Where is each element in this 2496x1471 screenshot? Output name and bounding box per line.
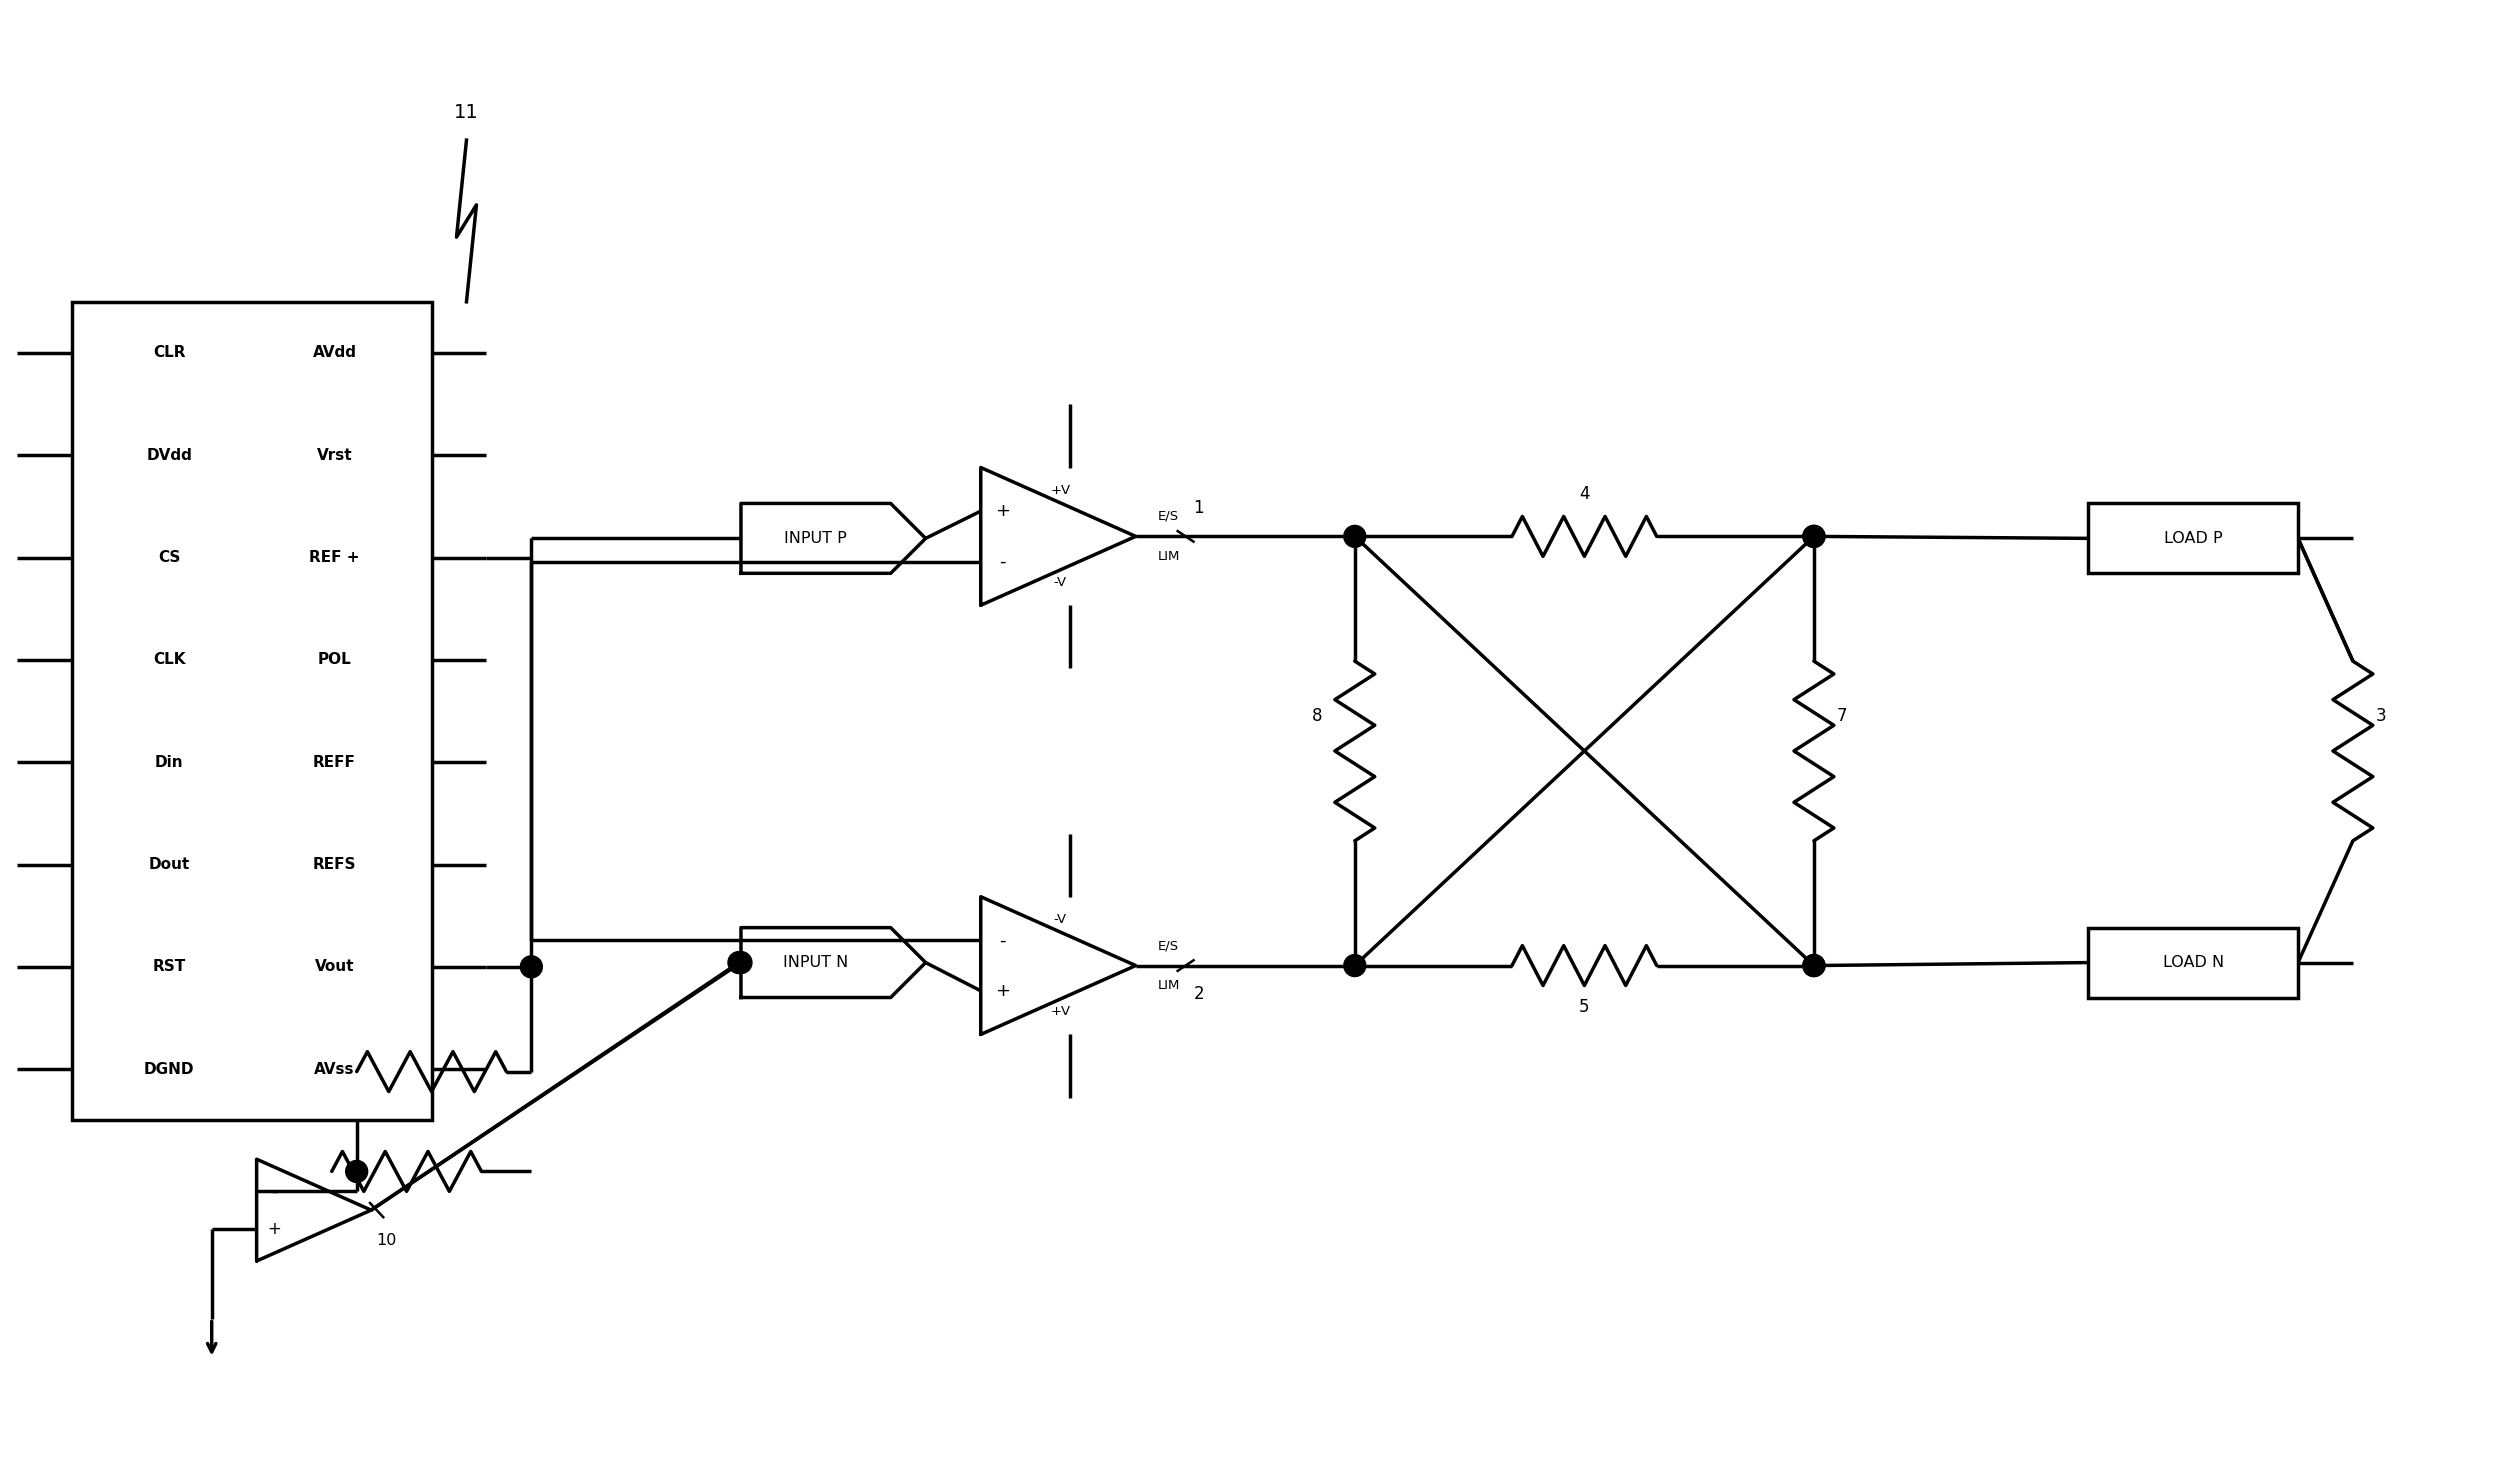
Circle shape xyxy=(1802,525,1825,547)
Circle shape xyxy=(1802,525,1825,547)
Text: DVdd: DVdd xyxy=(147,447,192,463)
Text: 8: 8 xyxy=(1310,708,1323,725)
Text: 10: 10 xyxy=(377,1233,397,1247)
Text: -: - xyxy=(272,1183,277,1200)
Text: AVdd: AVdd xyxy=(312,346,357,360)
Text: LOAD N: LOAD N xyxy=(2162,955,2224,969)
Text: E/S: E/S xyxy=(1158,938,1178,952)
Circle shape xyxy=(347,1161,367,1183)
Text: 2: 2 xyxy=(1193,984,1203,1003)
Text: LIM: LIM xyxy=(1158,550,1181,563)
Text: AVss: AVss xyxy=(314,1062,354,1077)
Text: -: - xyxy=(998,931,1006,949)
Text: INPUT P: INPUT P xyxy=(784,531,846,546)
Text: +: + xyxy=(267,1219,282,1237)
Circle shape xyxy=(1802,955,1825,977)
Text: -V: -V xyxy=(1053,575,1066,588)
Text: +V: +V xyxy=(1051,484,1071,497)
Text: +: + xyxy=(996,502,1011,521)
Circle shape xyxy=(519,956,542,978)
Text: E/S: E/S xyxy=(1158,510,1178,522)
Text: Vrst: Vrst xyxy=(317,447,352,463)
Text: 3: 3 xyxy=(2376,708,2386,725)
Text: REFF: REFF xyxy=(312,755,357,769)
Text: Dout: Dout xyxy=(150,858,190,872)
Text: LOAD P: LOAD P xyxy=(2164,531,2221,546)
Text: +V: +V xyxy=(1051,1005,1071,1018)
Bar xyxy=(2089,503,2299,574)
Text: INPUT N: INPUT N xyxy=(784,955,849,969)
Text: CLK: CLK xyxy=(152,653,185,668)
Text: CS: CS xyxy=(157,550,180,565)
Text: 4: 4 xyxy=(1580,485,1590,503)
Bar xyxy=(72,302,432,1121)
Text: -: - xyxy=(998,553,1006,571)
Text: Vout: Vout xyxy=(314,959,354,974)
Circle shape xyxy=(1343,955,1365,977)
Text: CLR: CLR xyxy=(152,346,185,360)
Text: -V: -V xyxy=(1053,913,1066,927)
Text: Din: Din xyxy=(155,755,185,769)
Text: LIM: LIM xyxy=(1158,980,1181,991)
Circle shape xyxy=(729,952,749,974)
Bar xyxy=(2089,928,2299,997)
Text: POL: POL xyxy=(317,653,352,668)
Text: 1: 1 xyxy=(1193,500,1203,518)
Text: REFS: REFS xyxy=(312,858,357,872)
Text: 5: 5 xyxy=(1580,999,1590,1016)
Text: REF +: REF + xyxy=(310,550,359,565)
Text: DGND: DGND xyxy=(145,1062,195,1077)
Circle shape xyxy=(729,952,751,974)
Text: 11: 11 xyxy=(454,103,479,122)
Text: 7: 7 xyxy=(1837,708,1847,725)
Circle shape xyxy=(1343,525,1365,547)
Circle shape xyxy=(1802,955,1825,977)
Text: +: + xyxy=(996,981,1011,1000)
Text: RST: RST xyxy=(152,959,185,974)
